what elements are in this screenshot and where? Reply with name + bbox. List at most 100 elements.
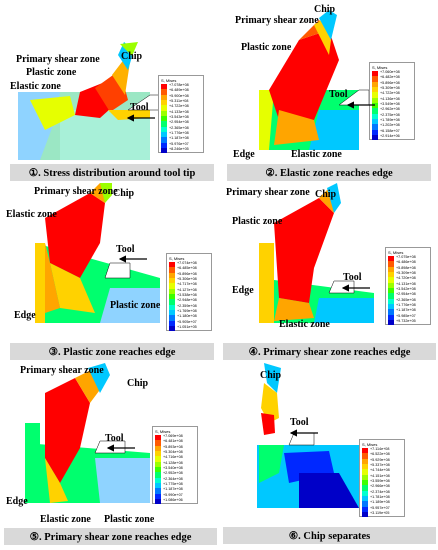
caption-5: ⑤. Primary shear zone reaches edge	[4, 528, 217, 545]
legend-title: S, Mises	[388, 250, 404, 255]
legend-swatch	[362, 485, 368, 491]
legend-swatch	[161, 142, 167, 148]
stress-contour-6	[257, 363, 359, 508]
legend-value: +5.311e+08	[169, 98, 189, 103]
legend-value: +1.189e+08	[370, 500, 390, 505]
panel-5: Primary shear zone Chip Tool Edge Elasti…	[0, 363, 219, 546]
legend-swatch	[388, 261, 394, 267]
primary-shear-zone-label: Primary shear zone	[226, 187, 310, 198]
legend-title: S, Mises	[161, 78, 177, 83]
legend-value: +2.966e+08	[370, 484, 390, 489]
legend-swatch	[155, 488, 161, 494]
legend-value: +3.538e+08	[177, 292, 197, 297]
legend-value: +2.375e+08	[380, 112, 400, 117]
caption-3: ③. Plastic zone reaches edge	[10, 343, 214, 360]
legend-value: +8.246e+05	[169, 146, 189, 151]
panel-2: Chip Primary shear zone Plastic zone Too…	[219, 0, 438, 183]
legend-swatch	[388, 287, 394, 294]
legend-swatch	[155, 493, 161, 499]
legend-swatch	[155, 456, 161, 462]
edge-label: Edge	[233, 149, 255, 160]
legend-value: +4.136e+08	[380, 96, 400, 101]
legend-swatch	[362, 490, 368, 496]
caption-6: ⑥. Chip separates	[223, 527, 436, 544]
stress-contour-4	[259, 183, 374, 323]
legend-swatch	[155, 477, 161, 483]
legend-swatch	[362, 506, 368, 512]
legend-value: +5.304e+08	[163, 449, 183, 454]
stress-legend-1: S, Mises +7.078e+08 +6.489e+08 +5.900e+08 +…	[158, 75, 204, 154]
stress-legend-5: S, Mises +7.069e+08 +6.481e+08 +5.893e+08 +…	[152, 426, 198, 505]
legend-value: +4.716e+08	[163, 455, 183, 460]
legend-value: +4.127e+08	[177, 287, 197, 292]
chip-label: Chip	[314, 4, 336, 15]
legend-value: +6.481e+08	[163, 439, 183, 444]
legend-value: +2.952e+08	[163, 471, 183, 476]
tool-label: Tool	[329, 89, 348, 100]
legend-value: +4.722e+08	[380, 91, 400, 96]
legend-swatch	[372, 124, 378, 130]
legend-value: +1.776e+08	[169, 130, 189, 135]
elastic-zone-label: Elastic zone	[291, 149, 342, 160]
legend-value: +4.151e+08	[370, 473, 390, 478]
chip-label: Chip	[121, 51, 143, 62]
legend-value: +5.976e+07	[169, 141, 189, 146]
legend-swatch	[388, 271, 394, 278]
legend-value: +5.898e+08	[396, 265, 416, 270]
legend-values: +7.075e+08 +6.486e+08 +5.898e+08 +5.309e+08…	[396, 255, 416, 324]
legend-swatch	[372, 113, 378, 119]
legend-value: +4.717e+08	[177, 282, 197, 287]
legend-swatch	[161, 115, 167, 122]
legend-value: +3.559e+08	[370, 478, 390, 483]
legend-color-bar	[169, 262, 175, 332]
legend-value: +5.985e+07	[396, 313, 416, 318]
legend-value: +2.954e+08	[396, 292, 416, 297]
legend-swatch	[362, 479, 368, 486]
legend-swatch	[372, 86, 378, 93]
legend-swatch	[155, 440, 161, 446]
legend-values: +7.060e+08 +6.482e+08 +5.896e+08 +5.309e+08…	[380, 70, 400, 139]
plastic-zone-label: Plastic zone	[241, 42, 292, 53]
legend-swatch	[155, 482, 161, 489]
legend-value: +2.365e+08	[396, 297, 416, 302]
legend-value: +4.131e+08	[396, 281, 416, 286]
legend-value: +6.489e+08	[169, 88, 189, 93]
tool-label: Tool	[105, 433, 124, 444]
legend-swatch	[388, 256, 394, 262]
legend-value: +5.905e+07	[177, 319, 197, 324]
legend-swatch	[372, 76, 378, 82]
legend-swatch	[155, 450, 161, 457]
legend-swatch	[169, 299, 175, 305]
legend-value: +1.781e+08	[370, 494, 390, 499]
legend-value: +6.522e+08	[370, 452, 390, 457]
legend-value: +7.078e+08	[169, 83, 189, 87]
legend-value: +1.180e+08	[177, 314, 197, 319]
legend-swatch	[362, 463, 368, 470]
legend-value: +2.954e+08	[169, 120, 189, 125]
legend-title: S, Mises	[155, 429, 171, 434]
legend-swatch	[169, 325, 175, 332]
legend-swatch	[161, 105, 167, 111]
tool-label: Tool	[290, 417, 309, 428]
legend-swatch	[169, 315, 175, 321]
tool-label: Tool	[343, 272, 362, 283]
legend-color-bar	[362, 448, 368, 518]
legend-swatch	[161, 110, 167, 116]
legend-swatch	[362, 469, 368, 475]
legend-value: +1.769e+08	[177, 308, 197, 313]
legend-value: +4.744e+08	[370, 468, 390, 473]
legend-swatch	[155, 461, 161, 467]
legend-title: S, Mises	[169, 256, 185, 261]
legend-values: +7.069e+08 +6.481e+08 +5.893e+08 +5.304e+08…	[163, 434, 183, 503]
legend-swatch	[388, 303, 394, 310]
legend-value: +7.069e+08	[163, 434, 183, 438]
legend-value: +5.929e+08	[370, 457, 390, 462]
legend-swatch	[362, 501, 368, 507]
edge-label: Edge	[6, 496, 28, 507]
legend-value: +6.158e+07	[380, 128, 400, 133]
tool-label: Tool	[116, 244, 135, 255]
legend-swatch	[161, 131, 167, 138]
plastic-zone-label: Plastic zone	[104, 514, 155, 525]
legend-swatch	[161, 89, 167, 95]
legend-value: +5.309e+08	[380, 85, 400, 90]
